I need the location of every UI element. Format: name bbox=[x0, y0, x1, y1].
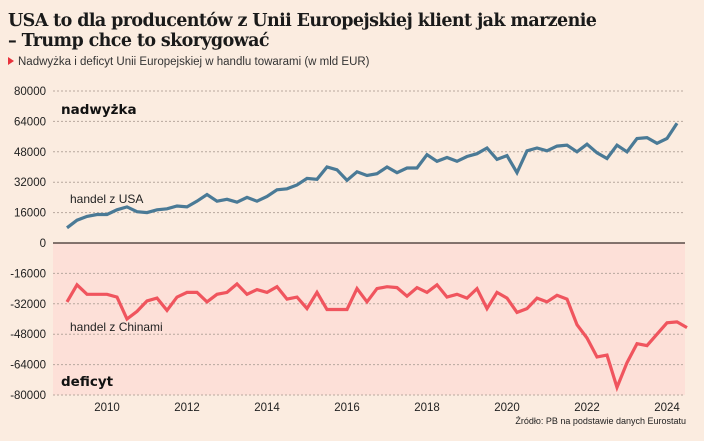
series-line-china bbox=[65, 281, 688, 393]
source-note: Źródło: PB na podstawie danych Eurostatu bbox=[515, 416, 686, 426]
series-line-usa bbox=[66, 122, 679, 230]
x-tick-label: 2010 bbox=[94, 402, 120, 414]
chart-subtitle: Nadwyżka i deficyt Unii Europejskiej w h… bbox=[8, 56, 370, 68]
series-label-china: handel z Chinami bbox=[70, 320, 163, 334]
x-tick-label: 2014 bbox=[254, 402, 280, 414]
series-label-usa: handel z USA bbox=[70, 192, 143, 206]
series-lines bbox=[65, 122, 688, 393]
y-tick-label: 48000 bbox=[14, 147, 46, 159]
y-axis-ticks: 80000 64000 48000 32000 16000 0 -16000 -32000 -4… bbox=[10, 86, 46, 402]
deficit-zone-background bbox=[53, 243, 685, 395]
x-tick-label: 2020 bbox=[494, 402, 520, 414]
triangle-bullet-icon bbox=[8, 57, 14, 65]
y-tick-label: 80000 bbox=[14, 86, 46, 98]
chart-subtitle-text: Nadwyżka i deficyt Unii Europejskiej w h… bbox=[18, 56, 370, 68]
y-tick-label: 64000 bbox=[14, 116, 46, 128]
chart-title-line2: – Trump chce to skorygować bbox=[8, 31, 270, 51]
zone-label-surplus: nadwyżka bbox=[61, 102, 137, 118]
x-tick-label: 2018 bbox=[414, 402, 440, 414]
chart-title-line1: USA to dla producentów z Unii Europejski… bbox=[8, 11, 597, 31]
x-tick-label: 2024 bbox=[654, 402, 680, 414]
y-tick-label: 32000 bbox=[14, 177, 46, 189]
x-tick-label: 2012 bbox=[174, 402, 200, 414]
y-tick-label: -64000 bbox=[10, 360, 46, 372]
zone-label-deficit: deficyt bbox=[61, 374, 114, 390]
x-tick-label: 2022 bbox=[574, 402, 600, 414]
chart-title: USA to dla producentów z Unii Europejski… bbox=[8, 11, 597, 51]
y-tick-label: 0 bbox=[40, 238, 46, 250]
y-tick-label: 16000 bbox=[14, 208, 46, 220]
x-axis-ticks: 2010 2012 2014 2016 2018 2020 2022 2024 bbox=[94, 402, 680, 414]
x-tick-label: 2016 bbox=[334, 402, 360, 414]
y-tick-label: -80000 bbox=[10, 390, 46, 402]
y-tick-label: -16000 bbox=[10, 268, 46, 280]
gridlines bbox=[53, 90, 685, 396]
y-tick-label: -48000 bbox=[10, 329, 46, 341]
y-tick-label: -32000 bbox=[10, 299, 46, 311]
